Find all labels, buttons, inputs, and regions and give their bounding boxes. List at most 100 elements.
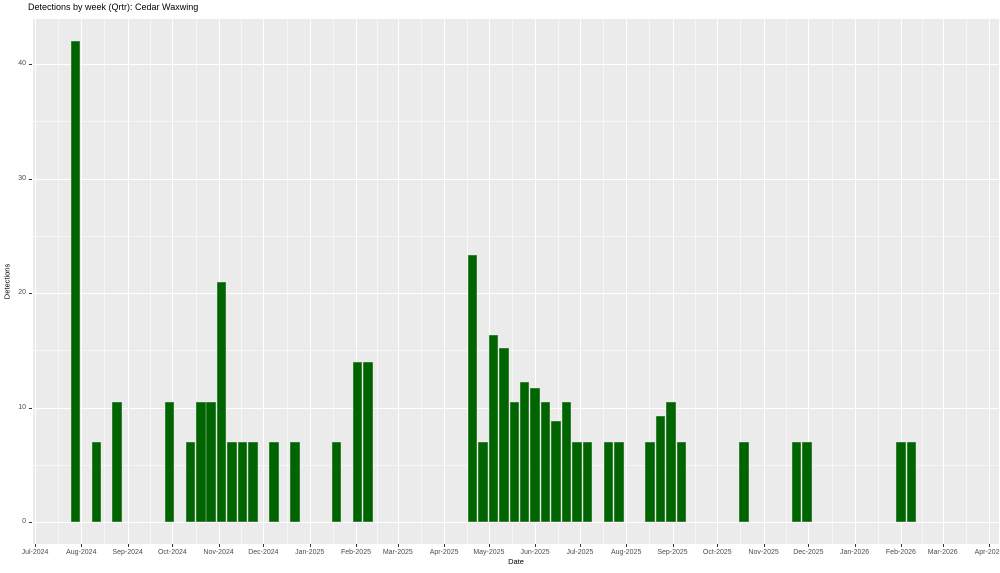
bar [206,401,216,522]
x-tick-label: Dec-2024 [248,549,279,556]
x-tick-mark [989,544,990,547]
x-minor-gridline [831,19,833,544]
bar [666,401,676,522]
bar [227,441,237,522]
x-major-gridline [35,19,36,544]
x-tick-mark [309,544,311,547]
x-minor-gridline [603,19,605,544]
x-tick-mark [808,544,810,547]
x-tick-label: Aug-2024 [66,549,97,556]
y-tick-label: 0 [22,518,26,525]
x-minor-gridline [195,19,197,544]
x-tick-mark [218,544,220,547]
x-minor-gridline [965,19,967,544]
x-tick-mark [127,544,129,547]
y-tick-mark [29,64,32,65]
x-minor-gridline [557,19,559,544]
x-tick-mark [356,544,357,547]
x-tick-label: May-2025 [473,549,505,556]
x-tick-label: Mar-2026 [927,549,958,556]
x-tick-label: Apr-2025 [429,549,459,556]
x-tick-mark [535,544,537,547]
bar [499,348,509,522]
x-major-gridline [854,19,856,544]
x-tick-label: Aug-2025 [611,549,642,556]
bar [488,335,499,522]
x-tick-label: Jan-2026 [839,549,870,556]
x-tick-label: Feb-2026 [885,549,916,556]
x-minor-gridline [286,19,288,544]
x-major-gridline [488,19,490,544]
x-tick-mark [488,544,490,547]
y-tick-label: 20 [18,289,26,296]
x-major-gridline [989,19,990,544]
x-tick-label: Jul-2024 [21,549,49,556]
bar [467,255,478,522]
x-minor-gridline [694,19,696,544]
x-tick-label: Feb-2025 [341,549,371,556]
x-tick-label: Mar-2025 [382,549,413,556]
x-tick-mark [672,544,674,547]
x-tick-mark [626,544,628,547]
x-major-gridline [942,19,944,544]
x-minor-gridline [786,19,787,544]
x-major-gridline [808,19,810,544]
x-minor-gridline [150,19,151,544]
x-tick-mark [579,544,581,547]
x-tick-mark [900,544,902,547]
x-tick-mark [763,544,765,547]
x-minor-gridline [420,19,422,544]
y-tick-label: 30 [18,174,26,182]
x-minor-gridline [740,19,742,544]
x-minor-gridline [512,19,513,544]
bar [509,401,519,522]
x-tick-mark [35,544,36,547]
x-tick-label: Apr-2026 [974,549,1000,556]
x-tick-mark [444,544,446,547]
x-minor-gridline [241,19,242,544]
bar [164,401,175,522]
bar [655,415,666,522]
bar [248,441,258,522]
bar [645,441,655,522]
x-tick-mark [81,544,83,547]
x-tick-label: Oct-2025 [702,549,732,556]
x-major-gridline [397,19,399,544]
x-major-gridline [444,19,446,544]
x-tick-mark [263,544,265,547]
x-tick-mark [172,544,174,547]
y-tick-label: 10 [18,403,26,411]
plot-panel [33,19,999,544]
y-minor-gridline [33,350,999,352]
x-major-gridline [579,19,581,544]
x-minor-gridline [332,19,334,544]
x-minor-gridline [466,19,468,544]
x-major-gridline [127,19,129,544]
x-tick-label: Sep-2025 [657,549,688,556]
x-major-gridline [626,19,628,544]
chart-title: Detections by week (Qrtr): Cedar Waxwing [28,2,199,12]
bar [363,361,373,522]
y-minor-gridline [33,121,999,123]
x-minor-gridline [376,19,378,544]
x-tick-mark [717,544,719,547]
x-tick-mark [397,544,399,547]
y-tick-mark [29,522,32,523]
x-tick-mark [942,544,944,547]
y-tick-mark [29,407,32,409]
x-major-gridline [309,19,311,544]
x-tick-label: Dec-2025 [793,549,824,556]
x-tick-mark [854,544,856,547]
bar [196,401,206,522]
bar [582,441,593,522]
bar [540,401,551,522]
x-minor-gridline [921,19,923,544]
bar [112,401,122,522]
x-major-gridline [356,19,357,544]
x-tick-label: Jan-2025 [295,549,325,556]
bar [269,441,279,522]
bar [739,441,749,522]
x-major-gridline [900,19,902,544]
x-major-gridline [218,19,220,544]
